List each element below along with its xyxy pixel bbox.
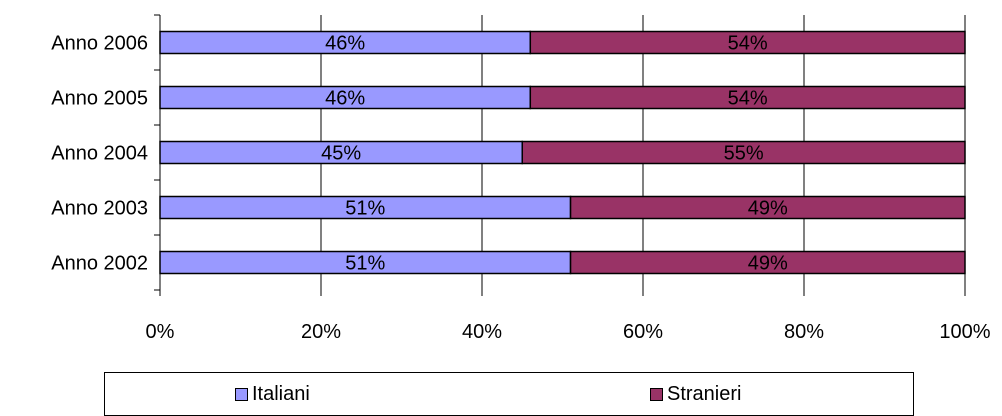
data-label: 51% [345, 198, 385, 220]
legend-label-italiani: Italiani [252, 383, 310, 405]
data-label: 49% [748, 253, 788, 275]
data-label: 49% [748, 198, 788, 220]
x-tick-label: 20% [301, 321, 341, 343]
legend-item-italiani: Italiani [235, 383, 310, 406]
stacked-bar-chart: 0% 20% 40% 60% 80% 100% Anno 2006 46% 54% Anno 20… [51, 14, 991, 343]
category-label: Anno 2002 [51, 253, 148, 275]
data-label: 54% [728, 88, 768, 110]
category-label: Anno 2003 [51, 198, 148, 220]
data-label: 55% [724, 143, 764, 165]
data-label: 45% [321, 143, 361, 165]
legend: Italiani Stranieri [104, 372, 914, 416]
x-tick-label: 40% [462, 321, 502, 343]
category-label: Anno 2005 [51, 88, 148, 110]
bar-stranieri [521, 140, 966, 165]
bar-stranieri [569, 195, 966, 220]
bar-stranieri [529, 85, 966, 110]
category-label: Anno 2004 [51, 143, 148, 165]
data-label: 51% [345, 253, 385, 275]
legend-item-stranieri: Stranieri [650, 383, 741, 406]
category-label: Anno 2006 [51, 33, 148, 55]
x-tick-label: 60% [623, 321, 663, 343]
legend-label-stranieri: Stranieri [667, 383, 742, 405]
data-label: 46% [325, 33, 365, 55]
x-tick-label: 100% [939, 321, 990, 343]
x-tick-label: 80% [784, 321, 824, 343]
bar-stranieri [569, 250, 966, 275]
legend-swatch-italiani [235, 388, 248, 401]
bar-stranieri [529, 30, 966, 55]
data-label: 46% [325, 88, 365, 110]
data-label: 54% [728, 33, 768, 55]
x-tick-label: 0% [146, 321, 175, 343]
legend-swatch-stranieri [650, 388, 663, 401]
